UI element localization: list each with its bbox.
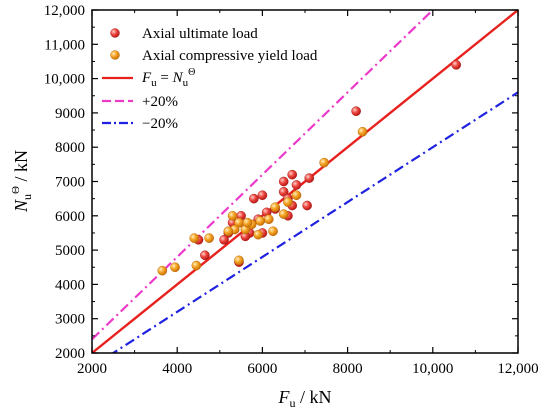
yield-load-point-6	[263, 214, 274, 225]
ultimate-load-point-10	[302, 200, 312, 211]
y-axis-title-sub: u	[20, 194, 34, 200]
yield-load-point-1	[319, 157, 329, 168]
yield-load-point-5	[278, 209, 289, 219]
yield-load-point-21	[242, 217, 253, 228]
legend: Axial ultimate load Axial compressive yi…	[102, 26, 318, 132]
y-tick-label-10: 12,000	[44, 3, 85, 19]
legend-equal-lhs-sub: u	[151, 77, 157, 89]
y-axis-title-var: N	[11, 199, 31, 213]
ultimate-load-point-3	[304, 173, 315, 183]
ultimate-load-point-7	[278, 186, 289, 197]
y-tick-label-9: 11,000	[44, 37, 85, 53]
y-axis-ticks: 2000 3000 4000 5000 6000 7000 8000 9000 10,000 11…	[44, 3, 518, 362]
yield-load-point-13	[268, 226, 278, 237]
ultimate-load-point-5	[291, 180, 302, 190]
legend-label-equal: Fu = NuΘ	[141, 67, 195, 89]
yield-load-point-4	[270, 202, 280, 213]
x-axis-title: Fu / kN	[278, 387, 332, 410]
x-axis-ticks: 2000 4000 6000 8000 10,000 12,000	[77, 10, 539, 377]
ultimate-load-point-4	[278, 176, 289, 187]
reference-line-2	[111, 91, 518, 353]
yield-load-point-7	[255, 216, 266, 226]
reference-line-0	[92, 10, 518, 353]
legend-label-ultimate: Axial ultimate load	[142, 26, 258, 42]
yield-load-point-0	[357, 126, 368, 137]
ultimate-load-point-25	[200, 250, 210, 261]
legend-equal-lhs: F	[141, 70, 152, 86]
yield-load-point-22	[227, 210, 238, 221]
x-tick-label-5: 12,000	[497, 361, 538, 377]
x-tick-label-2: 6000	[247, 361, 277, 377]
legend-label-plus20: +20%	[142, 94, 178, 110]
legend-marker-yield	[110, 50, 120, 60]
x-axis-title-var: F	[278, 387, 291, 407]
yield-load-point-18	[170, 262, 180, 273]
legend-equal-sign: =	[157, 70, 173, 86]
ultimate-load-point-0	[451, 60, 462, 70]
yield-load-point-12	[253, 229, 263, 240]
ultimate-load-point-6	[257, 190, 268, 201]
legend-equal-rhs-sup: Θ	[188, 67, 195, 78]
yield-load-point-19	[191, 260, 202, 271]
y-axis-title-unit: / kN	[11, 150, 31, 186]
yield-load-point-20	[234, 255, 244, 266]
yield-load-point-3	[283, 197, 293, 207]
ultimate-load-point-2	[287, 169, 298, 180]
y-tick-label-7: 9000	[55, 106, 85, 122]
yield-load-point-15	[204, 233, 214, 243]
legend-label-yield: Axial compressive yield load	[142, 48, 318, 64]
yield-load-point-17	[157, 265, 168, 276]
yield-load-point-14	[223, 226, 234, 237]
y-tick-label-3: 5000	[55, 243, 85, 259]
legend-equal-rhs: N	[172, 70, 184, 86]
data-points	[157, 60, 462, 276]
y-tick-label-1: 3000	[55, 312, 85, 328]
yield-load-point-16	[189, 233, 200, 243]
legend-equal-rhs-sub: u	[183, 77, 189, 89]
y-tick-label-6: 8000	[55, 140, 85, 156]
x-tick-label-4: 10,000	[412, 361, 453, 377]
y-tick-label-5: 7000	[55, 175, 85, 191]
ultimate-load-point-9	[249, 193, 259, 204]
x-tick-label-3: 8000	[333, 361, 363, 377]
y-tick-label-0: 2000	[55, 346, 85, 362]
x-axis-title-unit: / kN	[296, 387, 332, 407]
y-tick-label-4: 6000	[55, 209, 85, 225]
ultimate-load-point-1	[351, 106, 361, 116]
yield-load-point-2	[291, 190, 302, 201]
legend-label-minus20: −20%	[142, 116, 178, 132]
y-axis-title: NuΘ / kN	[10, 150, 34, 213]
series-lines	[92, 10, 518, 353]
legend-marker-ultimate	[110, 28, 120, 38]
y-tick-label-8: 10,000	[44, 72, 85, 88]
x-axis-title-sub: u	[290, 396, 296, 410]
ultimate-load-point-21	[219, 235, 229, 245]
y-tick-label-2: 4000	[55, 277, 85, 293]
x-tick-label-0: 2000	[77, 361, 107, 377]
x-tick-label-1: 4000	[162, 361, 192, 377]
y-axis-title-sup: Θ	[10, 186, 22, 194]
